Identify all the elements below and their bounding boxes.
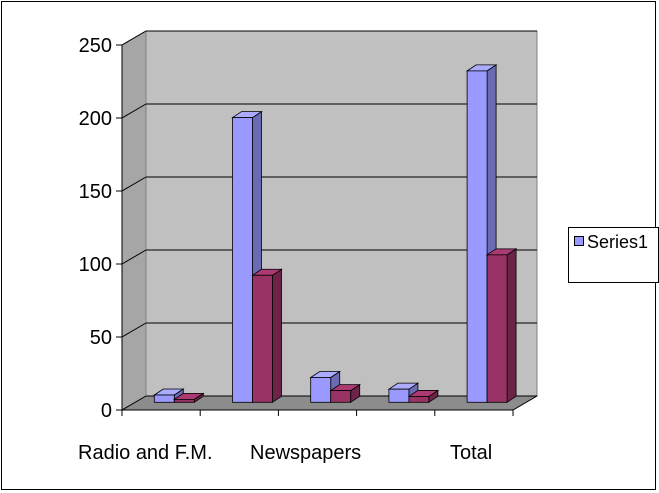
bar-series-1-cat-4 bbox=[388, 388, 410, 403]
bar-series-2-cat-5-side bbox=[506, 248, 517, 404]
bar-series-2-cat-2-side bbox=[272, 268, 282, 404]
x-tick-label: Radio and F.M. bbox=[78, 442, 213, 464]
x-axis-depth-line bbox=[512, 395, 538, 411]
bar-series-1-cat-5 bbox=[466, 70, 488, 403]
legend-swatch-series-1 bbox=[574, 236, 584, 246]
y-tick-label: 250 bbox=[79, 35, 112, 57]
gridline-side bbox=[121, 249, 147, 265]
bar-series-2-cat-2 bbox=[252, 274, 273, 403]
y-tick-label: 50 bbox=[90, 327, 112, 349]
bar-series-2-cat-3 bbox=[330, 390, 352, 403]
gridline-side bbox=[121, 30, 147, 46]
side-wall bbox=[121, 30, 147, 411]
gridline-side bbox=[121, 322, 147, 338]
x-tick-label: Newspapers bbox=[250, 442, 361, 464]
y-tick-label: 100 bbox=[79, 254, 112, 276]
x-tick-label: Total bbox=[450, 442, 492, 464]
gridline-side bbox=[121, 176, 147, 192]
bar-series-1-cat-2 bbox=[232, 117, 253, 403]
legend: Series1 bbox=[568, 227, 659, 283]
y-tick-label: 0 bbox=[101, 400, 112, 422]
bar-series-1-cat-1 bbox=[153, 394, 175, 403]
y-tick-label: 200 bbox=[79, 108, 112, 130]
legend-label-series-1: Series1 bbox=[587, 232, 649, 252]
y-tick-label: 150 bbox=[79, 181, 112, 203]
bar-series-1-cat-3 bbox=[310, 377, 332, 403]
gridline-side bbox=[121, 395, 147, 411]
bar-series-2-cat-4 bbox=[408, 396, 430, 403]
bar-series-2-cat-1 bbox=[173, 398, 195, 403]
gridline-side bbox=[121, 103, 147, 119]
bar-series-2-cat-5 bbox=[486, 254, 508, 403]
